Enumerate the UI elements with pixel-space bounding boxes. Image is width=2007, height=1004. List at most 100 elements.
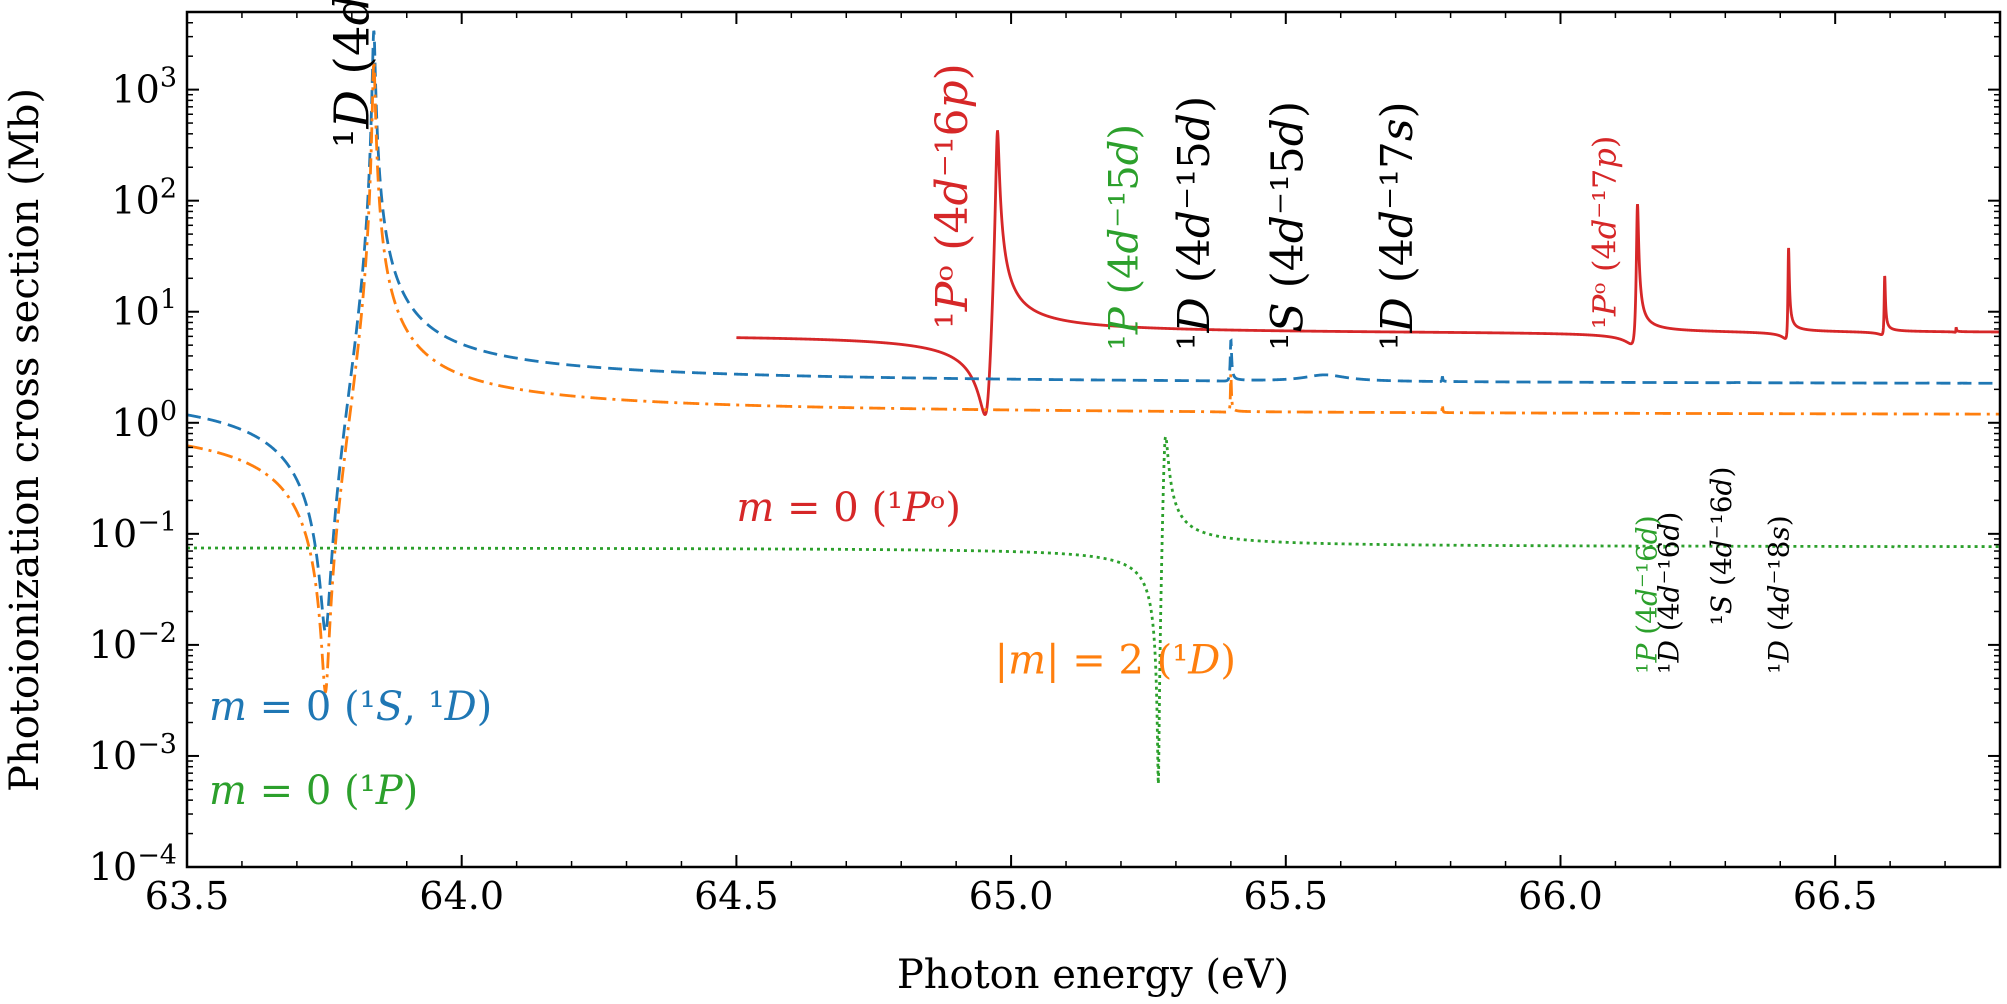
annotation-part: ¹ — [324, 128, 380, 147]
annotation-part: ) — [1372, 101, 1423, 118]
annotation-part: ⁻¹5 — [1262, 146, 1313, 215]
annotation-part: ¹ — [927, 311, 978, 329]
annotation-part: | — [995, 638, 1008, 684]
y-tick-exponent: −2 — [137, 618, 177, 649]
annotation-part: (4 — [1372, 238, 1423, 297]
annotation-part: m — [1008, 638, 1046, 684]
annotation-part: ¹ — [1169, 333, 1220, 351]
annotation-part: S — [1262, 302, 1313, 332]
y-tick-exponent: −1 — [137, 507, 177, 538]
annotation-part: D — [1763, 640, 1796, 663]
annotation-part: ) — [1262, 101, 1313, 118]
annotation-part: ) — [1631, 515, 1664, 526]
annotation-part: ) — [1102, 124, 1148, 140]
annotation-ann-1d-4d8s: ¹D (4d⁻¹8s) — [1763, 515, 1796, 673]
annotation-part: D — [324, 90, 380, 129]
annotation-ann-1d-4d6s: ¹D (4d⁻¹6s) — [324, 0, 380, 148]
annotation-ann-1s-4d6d: ¹S (4d⁻¹6d) — [1705, 467, 1738, 626]
annotation-part: (4 — [927, 206, 978, 265]
annotation-part: ) — [945, 485, 961, 531]
axes-layer: 63.5 64.0 64.5 65.0 65.5 66.0 66.510−410−310−2… — [89, 10, 2002, 918]
annotation-part: d — [1102, 228, 1148, 254]
annotation-part: ) — [1220, 638, 1236, 684]
y-tick-base: 10 — [111, 68, 159, 112]
y-tick-base: 10 — [89, 845, 137, 889]
annotation-part: D — [1372, 297, 1423, 333]
annotation-label-orange: |m| = 2 (¹D) — [995, 638, 1236, 684]
annotation-part: (4 — [1705, 557, 1738, 595]
y-tick-base: 10 — [89, 734, 137, 778]
annotation-part: (4 — [1169, 238, 1220, 297]
annotation-part: m — [736, 485, 774, 531]
annotation-ann-1d-4d6d: ¹D (4d⁻¹6d) — [1653, 512, 1686, 674]
annotation-part: P — [1102, 306, 1148, 335]
series-line-1 — [187, 30, 2000, 634]
y-tick-exponent: 0 — [160, 396, 177, 427]
annotation-part: d — [1262, 118, 1313, 146]
annotation-part: ) — [477, 684, 493, 730]
x-tick-label: 64.0 — [419, 874, 504, 918]
annotation-part: (4 — [1585, 239, 1623, 282]
annotation-part: P — [375, 768, 404, 814]
annotation-part: ¹ — [1705, 614, 1738, 625]
annotation-part: s — [1372, 118, 1423, 141]
series-line-2 — [187, 61, 2000, 694]
annotation-part: ⁻¹6 — [1653, 541, 1686, 585]
series-layer — [187, 30, 2000, 784]
annotation-part: ) — [1169, 96, 1220, 113]
annotation-part: (4 — [1631, 606, 1664, 644]
annotation-part: d — [1169, 113, 1220, 141]
annotation-part: P — [902, 485, 931, 531]
annotation-part: P — [1585, 294, 1623, 317]
annotation-part: (4 — [1763, 602, 1796, 640]
annotation-part: ¹ — [1653, 662, 1686, 673]
annotation-part: m — [209, 768, 247, 814]
annotation-part: ¹ — [1585, 316, 1623, 329]
annotation-ann-1p-4d6d: ¹P (4d⁻¹6d) — [1631, 515, 1664, 673]
x-tick-label: 63.5 — [145, 874, 230, 918]
annotation-part: d — [1631, 588, 1664, 606]
annotation-layer: ¹D (4d⁻¹6s)¹Pᵒ (4d⁻¹6p)¹P (4d⁻¹5d)¹D (4d… — [209, 0, 1796, 814]
annotation-part: P — [1631, 642, 1664, 663]
annotation-part: ¹ — [1763, 662, 1796, 673]
series-line-0 — [736, 130, 2000, 417]
annotation-part: (4 — [1102, 253, 1148, 307]
y-tick-exponent: −3 — [137, 729, 177, 760]
y-tick-exponent: 3 — [160, 63, 177, 94]
annotation-part: = 0 (¹ — [774, 485, 903, 531]
annotation-part: ⁻¹6 — [927, 109, 978, 178]
x-tick-label: 64.5 — [694, 874, 779, 918]
y-tick-base: 10 — [111, 179, 159, 223]
annotation-part: ) — [1585, 136, 1623, 148]
annotation-ann-1p-4d6p: ¹Pᵒ (4d⁻¹6p) — [927, 63, 978, 329]
annotation-part: ¹ — [1631, 662, 1664, 673]
annotation-part: ⁻¹8 — [1763, 541, 1796, 585]
x-tick-label: 66.5 — [1793, 874, 1878, 918]
annotation-part: ᵒ — [930, 485, 945, 531]
annotation-part: ⁻¹5 — [1102, 165, 1148, 228]
series-line-3 — [187, 434, 2000, 784]
annotation-part: S — [376, 684, 403, 730]
annotation-part: ¹ — [1102, 334, 1148, 350]
annotation-part: ᵒ — [927, 265, 978, 282]
y-tick-base: 10 — [111, 290, 159, 334]
annotation-part: ¹ — [1262, 333, 1313, 351]
annotation-part: = 0 (¹ — [247, 768, 376, 814]
annotation-part: d — [1705, 539, 1738, 557]
annotation-part: d — [1169, 210, 1220, 238]
annotation-part: D — [444, 684, 477, 730]
y-tick-label: 10−1 — [89, 507, 177, 556]
annotation-part: ) — [927, 63, 978, 80]
annotation-part: d — [927, 177, 978, 205]
annotation-ann-1s-4d5d: ¹S (4d⁻¹5d) — [1262, 101, 1313, 350]
annotation-part: (4 — [1653, 602, 1686, 640]
annotation-part: m — [209, 684, 247, 730]
y-tick-exponent: 2 — [160, 174, 177, 205]
annotation-part: d — [1631, 526, 1664, 544]
annotation-part: d — [1262, 215, 1313, 243]
annotation-label-blue: m = 0 (¹S, ¹D) — [209, 684, 492, 730]
annotation-part: ) — [1763, 515, 1796, 526]
y-tick-label: 10−4 — [89, 840, 177, 889]
